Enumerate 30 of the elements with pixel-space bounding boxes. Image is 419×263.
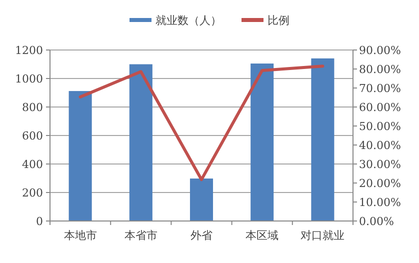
line-series	[78, 64, 324, 182]
x-tick-label: 对口就业	[300, 229, 345, 242]
y2-tick-label: 20.00%	[359, 176, 401, 190]
bar	[129, 64, 152, 221]
x-tick-label: 本省市	[124, 229, 158, 242]
y2-tick-label: 90.00%	[359, 44, 401, 57]
y2-tick-label: 80.00%	[359, 62, 401, 76]
legend-label: 比例	[268, 14, 290, 27]
y-tick-label: 0	[36, 214, 43, 228]
y2-tick-label: 60.00%	[359, 100, 401, 114]
x-tick-label: 外省	[190, 229, 212, 242]
y2-tick-label: 50.00%	[359, 120, 401, 133]
y-tick-label: 1000	[15, 72, 43, 86]
y2-tick-label: 70.00%	[359, 82, 401, 95]
y2-tick-label: 0.00%	[359, 214, 394, 228]
y-tick-label: 200	[22, 186, 43, 200]
legend-label: 就业数（人）	[156, 14, 222, 27]
y-tick-label: 800	[22, 100, 43, 114]
y2-tick-label: 30.00%	[359, 158, 401, 171]
x-tick-label: 本区域	[246, 229, 279, 242]
bar	[250, 64, 274, 221]
bar	[68, 91, 92, 221]
y-tick-label: 1200	[15, 44, 43, 57]
y2-tick-label: 10.00%	[359, 196, 401, 209]
bar	[311, 58, 334, 221]
bar	[190, 178, 214, 221]
y-tick-label: 400	[22, 158, 43, 171]
y-tick-label: 600	[22, 129, 43, 142]
x-tick-label: 本地市	[64, 229, 97, 242]
y2-tick-label: 40.00%	[359, 138, 401, 152]
